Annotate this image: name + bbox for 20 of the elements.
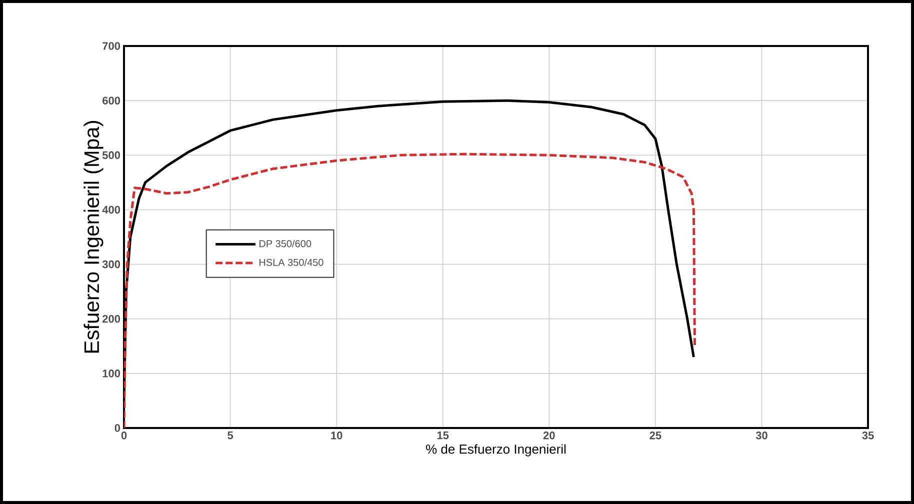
y-tick-label: 500 [102,151,120,160]
x-tick-label: 0 [121,432,127,440]
legend-label: DP 350/600 [259,240,312,248]
x-tick-label: 10 [331,432,342,440]
y-tick-label: 400 [102,206,120,214]
x-tick-label: 25 [650,432,662,440]
x-tick-label: 20 [543,432,555,440]
y-tick-label: 300 [102,260,120,268]
x-axis-title: % de Esfuerzo Ingenieril [426,444,566,456]
y-tick-label: 200 [102,314,120,323]
x-tick-label: 30 [756,432,768,440]
y-axis-title: Esfuerzo Ingenieril (Mpa) [84,121,104,353]
x-tick-label: 35 [862,432,874,440]
y-tick-label: 600 [102,96,120,104]
y-tick-label: 100 [102,370,120,378]
legend-label: HSLA 350/450 [259,258,324,266]
x-tick-label: 5 [228,432,234,440]
y-tick-label: 0 [114,424,120,432]
x-tick-label: 15 [437,432,449,440]
y-tick-label: 700 [102,42,120,50]
